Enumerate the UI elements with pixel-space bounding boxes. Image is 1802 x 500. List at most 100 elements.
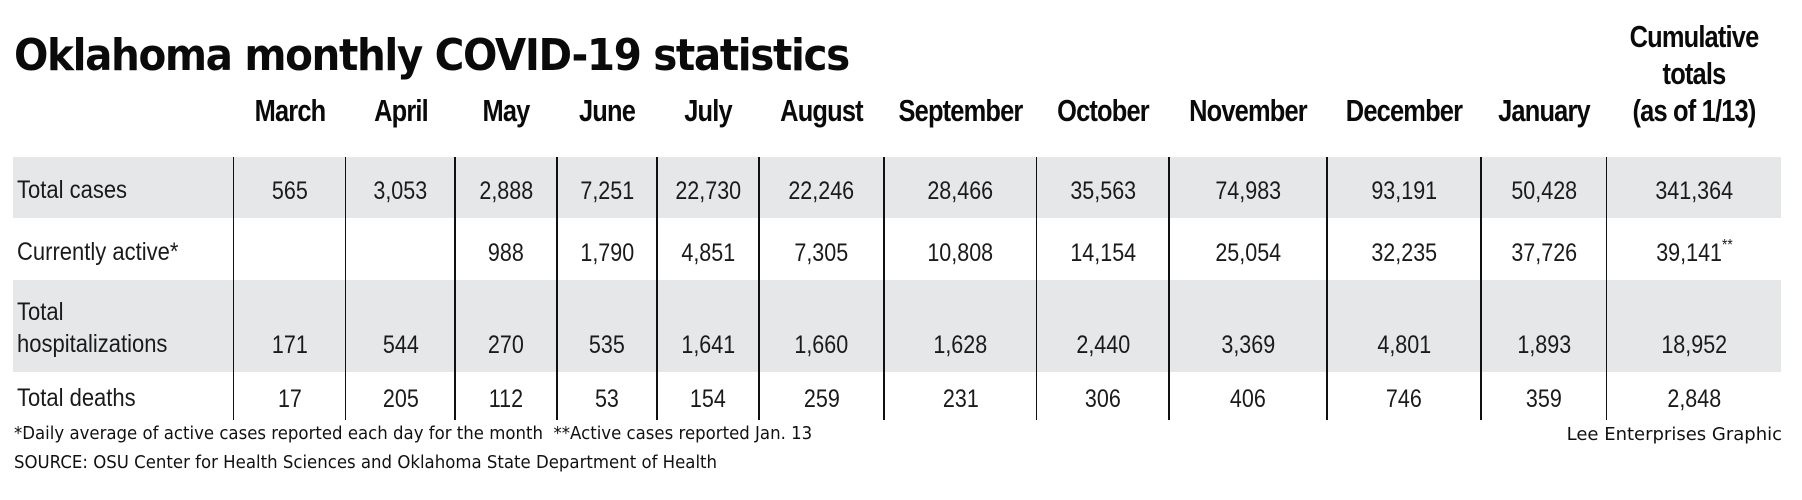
cell-value: 1,660 — [794, 331, 849, 359]
cell-september: 231 — [884, 372, 1037, 420]
cell-value: 22,246 — [788, 177, 855, 205]
cell-value: 28,466 — [927, 177, 994, 205]
table-row-total-deaths: Total deaths 17 205 112 53 154 259 231 3… — [13, 372, 1781, 420]
cell-january: 1,893 — [1481, 280, 1607, 372]
row-label-text-line1: Total — [17, 298, 64, 326]
cell-october: 306 — [1037, 372, 1169, 420]
cell-value: 154 — [690, 385, 726, 413]
cell-value: 74,983 — [1215, 177, 1281, 205]
cell-value: 50,428 — [1511, 177, 1577, 205]
column-divider — [1168, 157, 1170, 420]
header-august: August — [780, 93, 863, 128]
row-label-text: Total cases — [17, 176, 128, 204]
cell-june: 535 — [557, 280, 657, 372]
cell-value: 2,888 — [479, 177, 533, 205]
cell-july: 22,730 — [657, 157, 759, 218]
cell-value: 359 — [1526, 385, 1562, 413]
cell-value-wrap: 39,141** — [1656, 237, 1732, 268]
cell-value: 3,369 — [1221, 331, 1275, 359]
table-row-total-hospitalizations: Total hospitalizations 171 544 270 535 1,… — [13, 280, 1781, 372]
cell-value: 10,808 — [927, 239, 994, 267]
cell-november: 74,983 — [1169, 157, 1327, 218]
footnote: *Daily average of active cases reported … — [14, 423, 813, 444]
header-april: April — [374, 93, 429, 128]
cell-value: 35,563 — [1070, 177, 1136, 205]
cell-value: 93,191 — [1371, 177, 1437, 205]
header-may: May — [482, 93, 531, 128]
cell-october: 2,440 — [1037, 280, 1169, 372]
column-divider — [233, 157, 234, 420]
cell-august: 22,246 — [759, 157, 884, 218]
cell-value: 4,801 — [1377, 331, 1431, 359]
cell-november: 25,054 — [1169, 218, 1327, 280]
cell-value: 25,054 — [1215, 239, 1281, 267]
column-divider — [556, 157, 558, 420]
table-row-total-cases: Total cases 565 3,053 2,888 7,251 22,730… — [13, 157, 1781, 218]
cell-cumulative: 39,141** — [1607, 218, 1781, 280]
cell-may: 270 — [455, 280, 557, 372]
cell-december: 746 — [1327, 372, 1481, 420]
column-divider — [1480, 157, 1482, 420]
row-label: Total deaths — [13, 372, 234, 420]
header-cumulative-line1: Cumulative — [1629, 19, 1760, 54]
cell-november: 406 — [1169, 372, 1327, 420]
row-label: Currently active* — [13, 218, 234, 280]
cell-may: 2,888 — [455, 157, 557, 218]
cell-value: 270 — [488, 331, 524, 359]
cell-august: 1,660 — [759, 280, 884, 372]
cell-august: 259 — [759, 372, 884, 420]
cell-value: 565 — [272, 177, 308, 205]
header-march: March — [254, 93, 327, 128]
cell-value: 2,440 — [1076, 331, 1130, 359]
cell-value: 306 — [1085, 385, 1121, 413]
header-january: January — [1498, 93, 1591, 128]
cell-april: 544 — [346, 280, 455, 372]
credit: Lee Enterprises Graphic — [1566, 424, 1782, 445]
cell-value: 231 — [942, 385, 979, 413]
header-june: June — [578, 93, 636, 128]
column-divider — [1606, 157, 1607, 420]
cell-value: 1,893 — [1517, 331, 1571, 359]
cell-value: 535 — [589, 331, 625, 359]
cell-december: 93,191 — [1327, 157, 1481, 218]
cell-value: 17 — [278, 385, 302, 413]
cell-september: 1,628 — [884, 280, 1037, 372]
cell-september: 28,466 — [884, 157, 1037, 218]
cell-march: 171 — [234, 280, 346, 372]
column-divider — [656, 157, 658, 420]
cell-september: 10,808 — [884, 218, 1037, 280]
cell-august: 7,305 — [759, 218, 884, 280]
cell-cumulative: 341,364 — [1607, 157, 1781, 218]
row-label: Total cases — [13, 157, 234, 218]
column-divider — [1326, 157, 1328, 420]
cell-value: 1,641 — [681, 331, 735, 359]
cell-value: 406 — [1230, 385, 1266, 413]
cell-december: 4,801 — [1327, 280, 1481, 372]
header-november: November — [1189, 93, 1308, 128]
cell-value: 4,851 — [681, 239, 735, 267]
cell-april — [346, 218, 455, 280]
cell-value: 1,790 — [580, 239, 634, 267]
cell-july: 154 — [657, 372, 759, 420]
cell-may: 988 — [455, 218, 557, 280]
header-september: September — [898, 93, 1023, 128]
cell-december: 32,235 — [1327, 218, 1481, 280]
cell-march — [234, 218, 346, 280]
cell-march: 17 — [234, 372, 346, 420]
column-divider — [883, 157, 885, 420]
cell-value: 14,154 — [1070, 239, 1136, 267]
column-divider — [345, 157, 346, 420]
cell-cumulative: 2,848 — [1607, 372, 1781, 420]
header-july: July — [684, 93, 732, 128]
cell-october: 35,563 — [1037, 157, 1169, 218]
cell-november: 3,369 — [1169, 280, 1327, 372]
cell-may: 112 — [455, 372, 557, 420]
cell-value: 3,053 — [373, 177, 428, 205]
cell-july: 4,851 — [657, 218, 759, 280]
chart-title: Oklahoma monthly COVID-19 statistics — [14, 30, 850, 81]
cell-value: 22,730 — [675, 177, 741, 205]
cell-april: 3,053 — [346, 157, 455, 218]
column-divider — [758, 157, 760, 420]
cell-value: 544 — [382, 331, 419, 359]
cell-value: 32,235 — [1371, 239, 1437, 267]
